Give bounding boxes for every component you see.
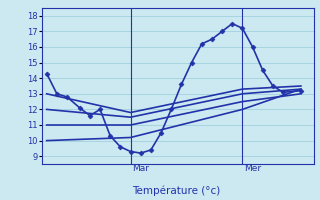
Text: Mer: Mer [244, 164, 261, 173]
Text: Mar: Mar [132, 164, 149, 173]
Text: Température (°c): Température (°c) [132, 186, 220, 196]
